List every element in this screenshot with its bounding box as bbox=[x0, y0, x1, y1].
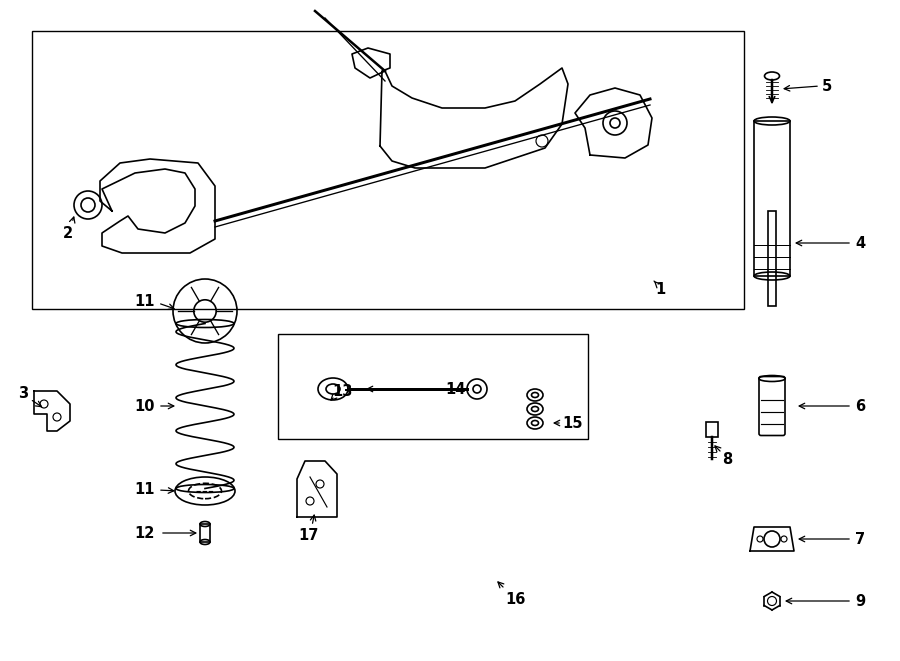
Text: 3: 3 bbox=[18, 385, 28, 401]
Text: 2: 2 bbox=[63, 225, 73, 241]
Text: 7: 7 bbox=[855, 531, 865, 547]
Text: 17: 17 bbox=[298, 529, 319, 543]
Text: 12: 12 bbox=[135, 525, 155, 541]
Bar bbox=[706, 422, 718, 437]
Bar bbox=[768, 211, 776, 306]
Text: 4: 4 bbox=[855, 235, 865, 251]
Bar bbox=[754, 121, 790, 276]
Text: 14: 14 bbox=[445, 381, 465, 397]
Text: 13: 13 bbox=[332, 383, 353, 399]
Text: 11: 11 bbox=[134, 293, 155, 309]
Bar bbox=[200, 524, 210, 542]
Text: 10: 10 bbox=[134, 399, 155, 414]
Text: 1: 1 bbox=[655, 282, 665, 297]
Bar bbox=[278, 334, 588, 439]
Text: 9: 9 bbox=[855, 594, 865, 609]
Text: 8: 8 bbox=[722, 451, 733, 467]
Text: 6: 6 bbox=[855, 399, 865, 414]
Text: 15: 15 bbox=[562, 416, 582, 430]
Text: 16: 16 bbox=[505, 592, 526, 607]
Bar bbox=[32, 31, 744, 309]
Text: 11: 11 bbox=[134, 481, 155, 496]
Text: 5: 5 bbox=[822, 79, 832, 93]
